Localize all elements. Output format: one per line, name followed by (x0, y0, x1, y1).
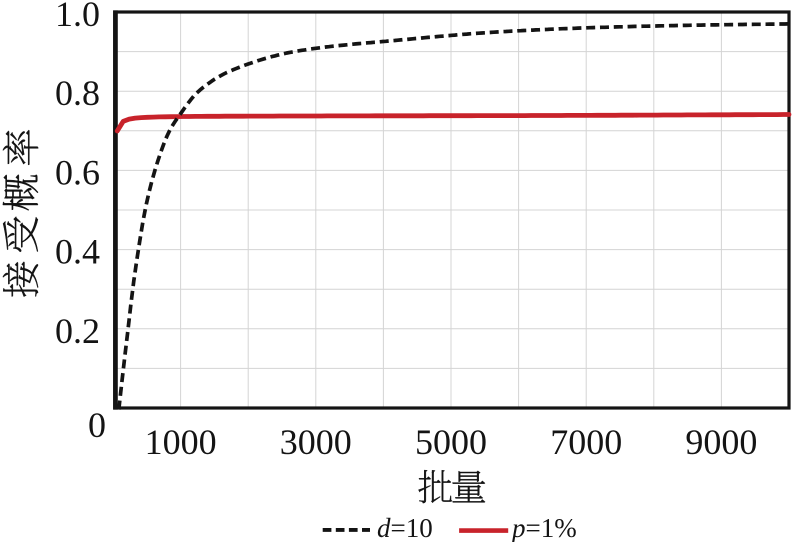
svg-text:3000: 3000 (280, 422, 352, 462)
svg-text:0.4: 0.4 (55, 232, 100, 272)
svg-text:5000: 5000 (415, 422, 487, 462)
svg-text:0.2: 0.2 (55, 311, 100, 351)
svg-text:p=1%: p=1% (510, 513, 577, 542)
svg-text:1000: 1000 (145, 422, 217, 462)
svg-text:9000: 9000 (685, 422, 757, 462)
svg-text:0.6: 0.6 (55, 152, 100, 192)
svg-text:d=10: d=10 (377, 513, 433, 542)
svg-text:0: 0 (88, 405, 106, 445)
svg-text:1.0: 1.0 (55, 0, 100, 34)
svg-text:7000: 7000 (550, 422, 622, 462)
svg-text:0.8: 0.8 (55, 73, 100, 113)
